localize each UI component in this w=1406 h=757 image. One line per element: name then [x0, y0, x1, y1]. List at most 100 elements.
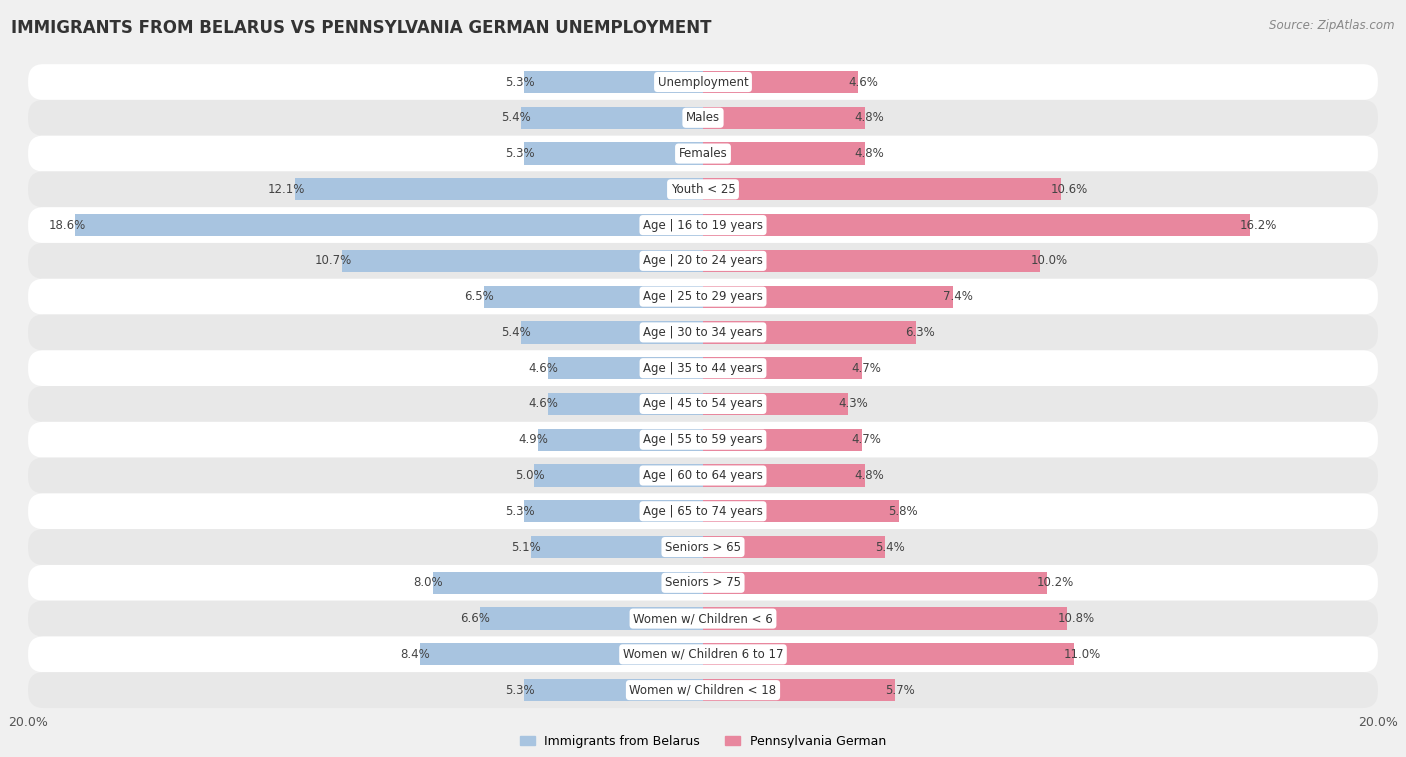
Bar	[419, 643, 703, 665]
Bar	[342, 250, 703, 272]
Text: Age | 20 to 24 years: Age | 20 to 24 years	[643, 254, 763, 267]
Bar	[703, 71, 858, 93]
Text: 4.9%: 4.9%	[517, 433, 548, 446]
FancyBboxPatch shape	[28, 672, 1378, 708]
Text: Age | 60 to 64 years: Age | 60 to 64 years	[643, 469, 763, 482]
Bar	[520, 107, 703, 129]
Text: Age | 30 to 34 years: Age | 30 to 34 years	[643, 326, 763, 339]
Bar	[703, 357, 862, 379]
Text: 4.8%: 4.8%	[855, 111, 884, 124]
Bar	[703, 643, 1074, 665]
Text: Age | 65 to 74 years: Age | 65 to 74 years	[643, 505, 763, 518]
Bar	[524, 71, 703, 93]
Text: Seniors > 65: Seniors > 65	[665, 540, 741, 553]
Bar	[537, 428, 703, 451]
FancyBboxPatch shape	[28, 601, 1378, 637]
Bar	[703, 607, 1067, 630]
Text: Age | 16 to 19 years: Age | 16 to 19 years	[643, 219, 763, 232]
FancyBboxPatch shape	[28, 243, 1378, 279]
FancyBboxPatch shape	[28, 422, 1378, 458]
Text: Youth < 25: Youth < 25	[671, 183, 735, 196]
Bar	[703, 679, 896, 701]
Text: Age | 35 to 44 years: Age | 35 to 44 years	[643, 362, 763, 375]
FancyBboxPatch shape	[28, 565, 1378, 601]
Text: 5.3%: 5.3%	[505, 76, 534, 89]
Text: 4.8%: 4.8%	[855, 469, 884, 482]
Text: 5.3%: 5.3%	[505, 147, 534, 160]
Text: 4.3%: 4.3%	[838, 397, 868, 410]
FancyBboxPatch shape	[28, 494, 1378, 529]
Text: Unemployment: Unemployment	[658, 76, 748, 89]
Text: 6.3%: 6.3%	[905, 326, 935, 339]
Text: 4.7%: 4.7%	[852, 433, 882, 446]
Text: 5.3%: 5.3%	[505, 684, 534, 696]
Bar	[534, 464, 703, 487]
Text: 5.1%: 5.1%	[512, 540, 541, 553]
Text: 10.7%: 10.7%	[315, 254, 352, 267]
Text: Women w/ Children 6 to 17: Women w/ Children 6 to 17	[623, 648, 783, 661]
Text: IMMIGRANTS FROM BELARUS VS PENNSYLVANIA GERMAN UNEMPLOYMENT: IMMIGRANTS FROM BELARUS VS PENNSYLVANIA …	[11, 19, 711, 37]
Text: 5.3%: 5.3%	[505, 505, 534, 518]
Text: 12.1%: 12.1%	[267, 183, 305, 196]
FancyBboxPatch shape	[28, 386, 1378, 422]
Bar	[548, 357, 703, 379]
FancyBboxPatch shape	[28, 350, 1378, 386]
Bar	[524, 142, 703, 165]
Bar	[703, 572, 1047, 594]
Text: 5.0%: 5.0%	[515, 469, 544, 482]
Bar	[548, 393, 703, 415]
Text: 10.6%: 10.6%	[1050, 183, 1088, 196]
FancyBboxPatch shape	[28, 529, 1378, 565]
Bar	[703, 500, 898, 522]
Text: 10.2%: 10.2%	[1038, 576, 1074, 589]
FancyBboxPatch shape	[28, 279, 1378, 314]
Text: 10.8%: 10.8%	[1057, 612, 1094, 625]
Bar	[703, 142, 865, 165]
Text: 5.4%: 5.4%	[501, 326, 531, 339]
Text: 5.4%: 5.4%	[875, 540, 905, 553]
Text: 4.6%: 4.6%	[529, 397, 558, 410]
Bar	[703, 393, 848, 415]
FancyBboxPatch shape	[28, 207, 1378, 243]
Bar	[433, 572, 703, 594]
Text: 4.7%: 4.7%	[852, 362, 882, 375]
Bar	[703, 107, 865, 129]
Text: 5.8%: 5.8%	[889, 505, 918, 518]
Text: Age | 55 to 59 years: Age | 55 to 59 years	[643, 433, 763, 446]
Text: Source: ZipAtlas.com: Source: ZipAtlas.com	[1270, 19, 1395, 32]
FancyBboxPatch shape	[28, 64, 1378, 100]
Bar	[295, 178, 703, 201]
Bar	[481, 607, 703, 630]
Text: 16.2%: 16.2%	[1240, 219, 1277, 232]
Text: 4.6%: 4.6%	[848, 76, 877, 89]
Text: 8.0%: 8.0%	[413, 576, 443, 589]
FancyBboxPatch shape	[28, 100, 1378, 136]
Legend: Immigrants from Belarus, Pennsylvania German: Immigrants from Belarus, Pennsylvania Ge…	[519, 734, 887, 748]
Text: 4.8%: 4.8%	[855, 147, 884, 160]
Bar	[703, 214, 1250, 236]
Text: Women w/ Children < 18: Women w/ Children < 18	[630, 684, 776, 696]
Bar	[531, 536, 703, 558]
Bar	[524, 500, 703, 522]
Bar	[703, 428, 862, 451]
Text: 4.6%: 4.6%	[529, 362, 558, 375]
Text: Males: Males	[686, 111, 720, 124]
Bar	[703, 178, 1060, 201]
Bar	[703, 536, 886, 558]
Text: 18.6%: 18.6%	[48, 219, 86, 232]
Bar	[703, 464, 865, 487]
Bar	[703, 285, 953, 308]
Text: 5.7%: 5.7%	[886, 684, 915, 696]
Text: Seniors > 75: Seniors > 75	[665, 576, 741, 589]
FancyBboxPatch shape	[28, 458, 1378, 494]
Bar	[703, 321, 915, 344]
Bar	[524, 679, 703, 701]
Text: 6.5%: 6.5%	[464, 290, 494, 303]
FancyBboxPatch shape	[28, 314, 1378, 350]
Text: Age | 25 to 29 years: Age | 25 to 29 years	[643, 290, 763, 303]
Bar	[484, 285, 703, 308]
Text: Age | 45 to 54 years: Age | 45 to 54 years	[643, 397, 763, 410]
Text: Women w/ Children < 6: Women w/ Children < 6	[633, 612, 773, 625]
Bar	[703, 250, 1040, 272]
Text: 7.4%: 7.4%	[942, 290, 973, 303]
